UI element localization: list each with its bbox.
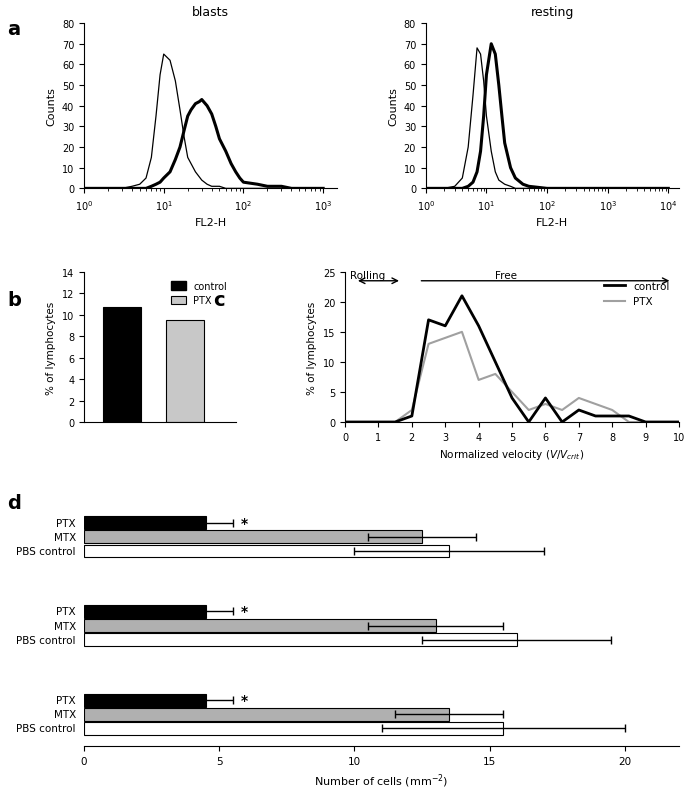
- Text: *: *: [241, 694, 248, 707]
- Text: PTX: PTX: [56, 518, 76, 528]
- Text: *: *: [241, 605, 248, 618]
- Bar: [84, 545, 449, 557]
- X-axis label: FL2-H: FL2-H: [195, 218, 227, 228]
- Bar: [84, 516, 206, 529]
- Text: PBS control: PBS control: [16, 546, 76, 557]
- Text: b: b: [7, 290, 21, 310]
- Text: *: *: [241, 516, 248, 530]
- Text: PBS control: PBS control: [16, 635, 76, 645]
- Text: MTX: MTX: [54, 533, 76, 542]
- Legend: control, PTX: control, PTX: [600, 277, 674, 311]
- Y-axis label: % of lymphocytes: % of lymphocytes: [46, 301, 56, 394]
- Y-axis label: Counts: Counts: [46, 87, 56, 126]
- Text: MTX: MTX: [54, 621, 76, 631]
- Legend: control, PTX: control, PTX: [167, 277, 231, 310]
- X-axis label: Number of cells (mm$^{-2}$): Number of cells (mm$^{-2}$): [314, 771, 449, 788]
- X-axis label: FL2-H: FL2-H: [536, 218, 568, 228]
- Bar: [103, 308, 141, 423]
- Text: PTX: PTX: [56, 695, 76, 705]
- Bar: [84, 694, 206, 707]
- Text: a: a: [7, 20, 20, 39]
- Text: PTX: PTX: [56, 606, 76, 617]
- Text: Free: Free: [496, 270, 517, 281]
- X-axis label: Normalized velocity ($V$/$V_{crit}$): Normalized velocity ($V$/$V_{crit}$): [440, 448, 584, 462]
- Title: resting: resting: [531, 6, 574, 18]
- Bar: [84, 634, 517, 646]
- Text: d: d: [7, 493, 21, 512]
- Text: Rolling: Rolling: [350, 270, 385, 281]
- Bar: [84, 708, 449, 721]
- Title: blasts: blasts: [192, 6, 229, 18]
- Bar: [84, 606, 206, 618]
- Text: MTX: MTX: [54, 710, 76, 719]
- Y-axis label: % of lymphocytes: % of lymphocytes: [307, 301, 317, 394]
- Bar: [84, 619, 435, 632]
- Y-axis label: Counts: Counts: [389, 87, 398, 126]
- Bar: [166, 321, 204, 423]
- Text: c: c: [214, 290, 225, 310]
- Text: PBS control: PBS control: [16, 723, 76, 734]
- Bar: [84, 723, 503, 735]
- Bar: [84, 531, 422, 544]
